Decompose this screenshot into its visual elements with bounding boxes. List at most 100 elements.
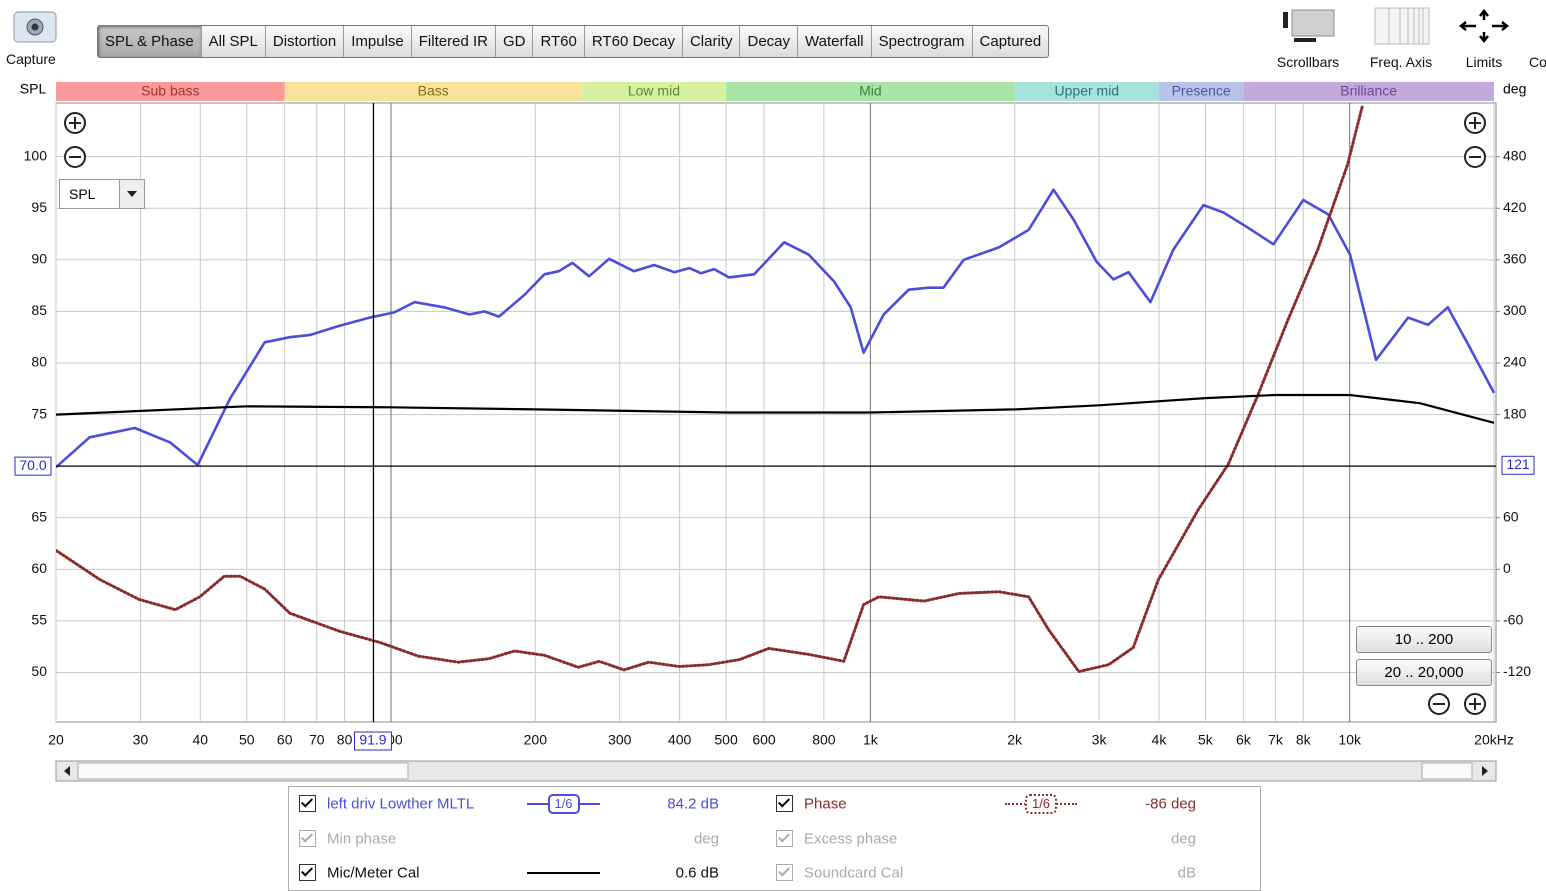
x-tick-label: 800	[812, 732, 836, 748]
band	[56, 82, 285, 101]
band-label: Brilliance	[1340, 83, 1397, 99]
legend-readout: -86 deg	[1145, 795, 1196, 813]
band	[284, 82, 582, 101]
tool-label[interactable]: Co	[1529, 54, 1546, 70]
tab[interactable]: Distortion	[266, 26, 345, 57]
tab[interactable]: Impulse	[344, 26, 412, 57]
y-tick-label: 80	[31, 354, 47, 370]
limits-icon[interactable]	[1458, 8, 1510, 44]
capture-label[interactable]: Capture	[6, 51, 56, 67]
y2-tick-label: 240	[1503, 354, 1527, 370]
y2-tick-label: -60	[1503, 612, 1523, 628]
series-line	[56, 188, 1496, 469]
series-line	[56, 103, 1365, 674]
y2-tick-label: 420	[1503, 199, 1527, 215]
x-tick-label: 5k	[1198, 732, 1214, 748]
x-tick-label: 20kHz	[1474, 732, 1514, 748]
legend-panel: left driv Lowther MLTL 1/6 84.2 dB Phase 1/6…	[288, 786, 1261, 891]
dropdown[interactable]: SPL	[59, 179, 145, 209]
legend-readout: dB	[1177, 864, 1196, 882]
range-button[interactable]: 20 .. 20,000	[1356, 659, 1492, 686]
checkbox[interactable]	[299, 864, 316, 881]
scrollbar[interactable]	[55, 760, 1497, 782]
legend-readout: deg	[693, 830, 719, 848]
x-tick-label: 40	[193, 732, 209, 748]
cursor-y-label: 70.0	[19, 457, 46, 473]
smoothing-label: 1/6	[1024, 794, 1058, 814]
y-tick-label: 60	[31, 560, 47, 576]
zoom-buttons[interactable]	[64, 112, 1486, 715]
x-tick-label: 7k	[1268, 732, 1284, 748]
legend-readout: 0.6 dB	[675, 864, 719, 882]
y-tick-label: 85	[31, 302, 47, 318]
series-line	[56, 393, 1495, 424]
cursor-x-label-box	[353, 731, 392, 751]
tool-label[interactable]: Freq. Axis	[1369, 54, 1433, 70]
x-tick-label: 3k	[1092, 732, 1108, 748]
x-tick-label: 200	[524, 732, 548, 748]
capture-icon[interactable]	[13, 11, 57, 43]
cursor-y-label-box	[14, 456, 52, 476]
cursor-y2-label-box	[1501, 455, 1535, 475]
dropdown-arrow[interactable]	[119, 180, 144, 208]
y2-tick-label: 300	[1503, 302, 1527, 318]
cursor-x-label: 91.9	[359, 732, 386, 748]
x-tick-label: 500	[714, 732, 738, 748]
range-button[interactable]: 10 .. 200	[1356, 626, 1492, 653]
y-tick-label: 75	[31, 405, 47, 421]
tab[interactable]: RT60 Decay	[585, 26, 683, 57]
cursor-y2-label: 121	[1506, 456, 1530, 472]
tab[interactable]: RT60	[533, 26, 585, 57]
tab[interactable]: All SPL	[202, 26, 266, 57]
band	[581, 82, 727, 101]
x-tick-label: 70	[309, 732, 325, 748]
y2-tick-label: 60	[1503, 508, 1519, 524]
x-tick-label: 2k	[1007, 732, 1023, 748]
legend-name: Soundcard Cal	[804, 864, 904, 882]
y-tick-label: 95	[31, 199, 47, 215]
y2-tick-label: 0	[1503, 560, 1511, 576]
checkbox[interactable]	[776, 795, 793, 812]
tab[interactable]: Captured	[979, 33, 1042, 50]
freq-axis-icon[interactable]	[1374, 7, 1430, 45]
tab[interactable]: GD	[496, 26, 534, 57]
x-tick-label: 20	[48, 732, 64, 748]
y-axis-label: SPL	[20, 81, 47, 97]
tab[interactable]: Filtered IR	[412, 26, 496, 57]
legend-readout: deg	[1170, 830, 1196, 848]
tab[interactable]: Spectrogram	[872, 26, 973, 57]
tab-bar: SPL & Phase All SPL Distortion Impulse Filte…	[97, 25, 1050, 58]
checkbox[interactable]	[299, 830, 316, 847]
band-label: Presence	[1172, 83, 1231, 99]
band	[1243, 82, 1494, 101]
checkbox[interactable]	[776, 830, 793, 847]
y2-tick-label: 360	[1503, 251, 1527, 267]
band-label: Sub bass	[141, 83, 199, 99]
x-tick-label: 1k	[863, 732, 879, 748]
tool-label[interactable]: Limits	[1465, 54, 1503, 70]
y-tick-label: 55	[31, 612, 47, 628]
band-label: Low mid	[628, 83, 680, 99]
x-tick-label: 4k	[1152, 732, 1168, 748]
x-tick-label: 60	[277, 732, 293, 748]
scrollbars-icon[interactable]	[1283, 9, 1335, 42]
checkbox[interactable]	[299, 795, 316, 812]
legend-readout: 84.2 dB	[667, 795, 719, 813]
tool-label[interactable]: Scrollbars	[1276, 54, 1340, 70]
y2-axis-label: deg	[1503, 81, 1526, 97]
y-tick-label: 90	[31, 251, 47, 267]
tab[interactable]: Clarity	[683, 26, 741, 57]
y2-tick-label: 180	[1503, 405, 1527, 421]
band	[726, 82, 1015, 101]
checkbox[interactable]	[776, 864, 793, 881]
tab[interactable]: Decay	[740, 26, 799, 57]
legend-name: Mic/Meter Cal	[327, 864, 420, 882]
tab[interactable]: SPL & Phase	[98, 26, 202, 57]
y2-tick-label: 480	[1503, 147, 1527, 163]
plot-area	[55, 102, 1497, 723]
dropdown-label: SPL	[69, 186, 96, 202]
tab[interactable]: Waterfall	[798, 26, 872, 57]
band-label: Upper mid	[1055, 83, 1120, 99]
